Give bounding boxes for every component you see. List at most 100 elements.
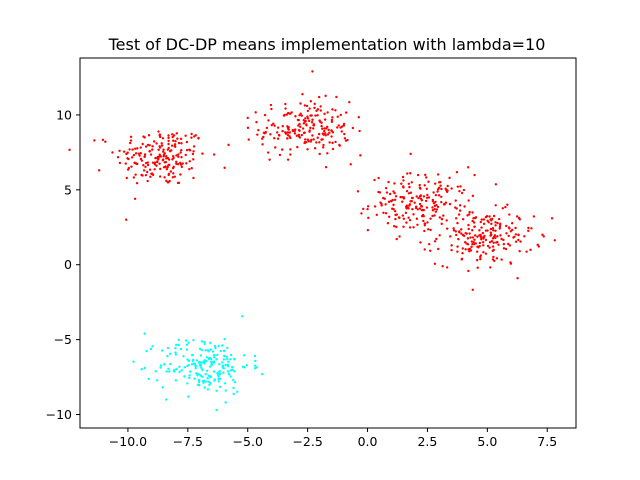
- data-point: [409, 191, 413, 194]
- data-point: [261, 137, 264, 140]
- data-point: [401, 175, 405, 179]
- data-point: [232, 392, 235, 396]
- data-point: [138, 154, 141, 157]
- data-point: [391, 207, 394, 210]
- data-point: [232, 386, 235, 390]
- data-point: [550, 217, 554, 220]
- data-point: [424, 173, 427, 177]
- data-point: [320, 138, 323, 141]
- data-point: [177, 155, 180, 158]
- data-point: [273, 124, 276, 127]
- data-point: [326, 111, 329, 114]
- data-point: [162, 148, 165, 151]
- data-point: [168, 370, 171, 373]
- data-point: [186, 358, 189, 361]
- data-point: [509, 261, 512, 264]
- data-point: [159, 167, 162, 171]
- data-point: [482, 222, 486, 226]
- data-point: [126, 157, 129, 160]
- data-point: [286, 111, 290, 115]
- data-point: [433, 214, 436, 217]
- data-point: [541, 233, 544, 236]
- data-point: [129, 135, 133, 139]
- data-point: [182, 355, 185, 358]
- data-point: [317, 95, 321, 99]
- data-point: [514, 226, 517, 230]
- data-point: [155, 164, 158, 167]
- data-point: [395, 213, 399, 216]
- data-point: [358, 129, 361, 133]
- data-point: [171, 166, 175, 170]
- data-point: [260, 372, 264, 376]
- data-point: [179, 137, 183, 141]
- data-point: [305, 104, 309, 108]
- data-point: [254, 359, 257, 363]
- data-point: [507, 242, 510, 246]
- data-point: [336, 115, 339, 118]
- data-point: [209, 341, 212, 345]
- data-point: [502, 247, 506, 250]
- y-tick-label: −10: [46, 407, 72, 422]
- data-point: [501, 207, 504, 210]
- data-point: [164, 165, 167, 169]
- data-point: [200, 348, 204, 352]
- data-point: [170, 144, 174, 147]
- data-point: [185, 162, 188, 165]
- data-point: [461, 251, 464, 255]
- data-point: [287, 131, 291, 134]
- data-point: [236, 390, 239, 393]
- data-point: [480, 218, 483, 221]
- data-point: [170, 149, 173, 152]
- data-point: [111, 151, 114, 154]
- data-point: [514, 240, 518, 243]
- data-point: [181, 162, 184, 165]
- data-point: [229, 353, 233, 357]
- data-point: [191, 359, 195, 362]
- data-point: [281, 148, 284, 151]
- data-point: [316, 136, 319, 139]
- data-point: [129, 139, 133, 142]
- data-point: [149, 347, 153, 351]
- data-point: [471, 236, 475, 239]
- data-point: [206, 376, 209, 380]
- data-point: [422, 195, 426, 198]
- data-point: [201, 368, 204, 372]
- data-point: [213, 379, 216, 382]
- data-point: [408, 203, 412, 206]
- data-point: [431, 209, 435, 212]
- data-point: [149, 175, 152, 178]
- data-point: [324, 132, 327, 135]
- data-point: [402, 225, 405, 228]
- data-point: [168, 352, 172, 355]
- data-point: [470, 240, 474, 243]
- data-point: [175, 132, 178, 135]
- data-point: [149, 153, 153, 156]
- data-point: [212, 370, 216, 373]
- data-point: [508, 244, 512, 247]
- data-point: [502, 242, 506, 246]
- data-point: [491, 245, 495, 248]
- data-point: [395, 237, 398, 241]
- data-point: [278, 153, 282, 157]
- data-point: [349, 163, 352, 166]
- data-point: [218, 372, 222, 376]
- data-point: [473, 234, 477, 237]
- data-point: [504, 205, 507, 209]
- data-point: [492, 214, 496, 218]
- data-point: [311, 134, 314, 137]
- data-point: [145, 349, 148, 353]
- data-point: [154, 370, 157, 373]
- data-point: [324, 134, 327, 137]
- data-point: [312, 138, 315, 141]
- data-point: [315, 109, 318, 112]
- data-point: [217, 377, 220, 381]
- data-point: [124, 162, 127, 165]
- data-point: [198, 347, 202, 351]
- data-point: [179, 161, 182, 165]
- data-point: [408, 226, 412, 229]
- data-point: [456, 245, 459, 248]
- data-point: [219, 349, 223, 353]
- data-point: [392, 190, 395, 193]
- data-point: [452, 229, 456, 232]
- data-point: [326, 152, 329, 155]
